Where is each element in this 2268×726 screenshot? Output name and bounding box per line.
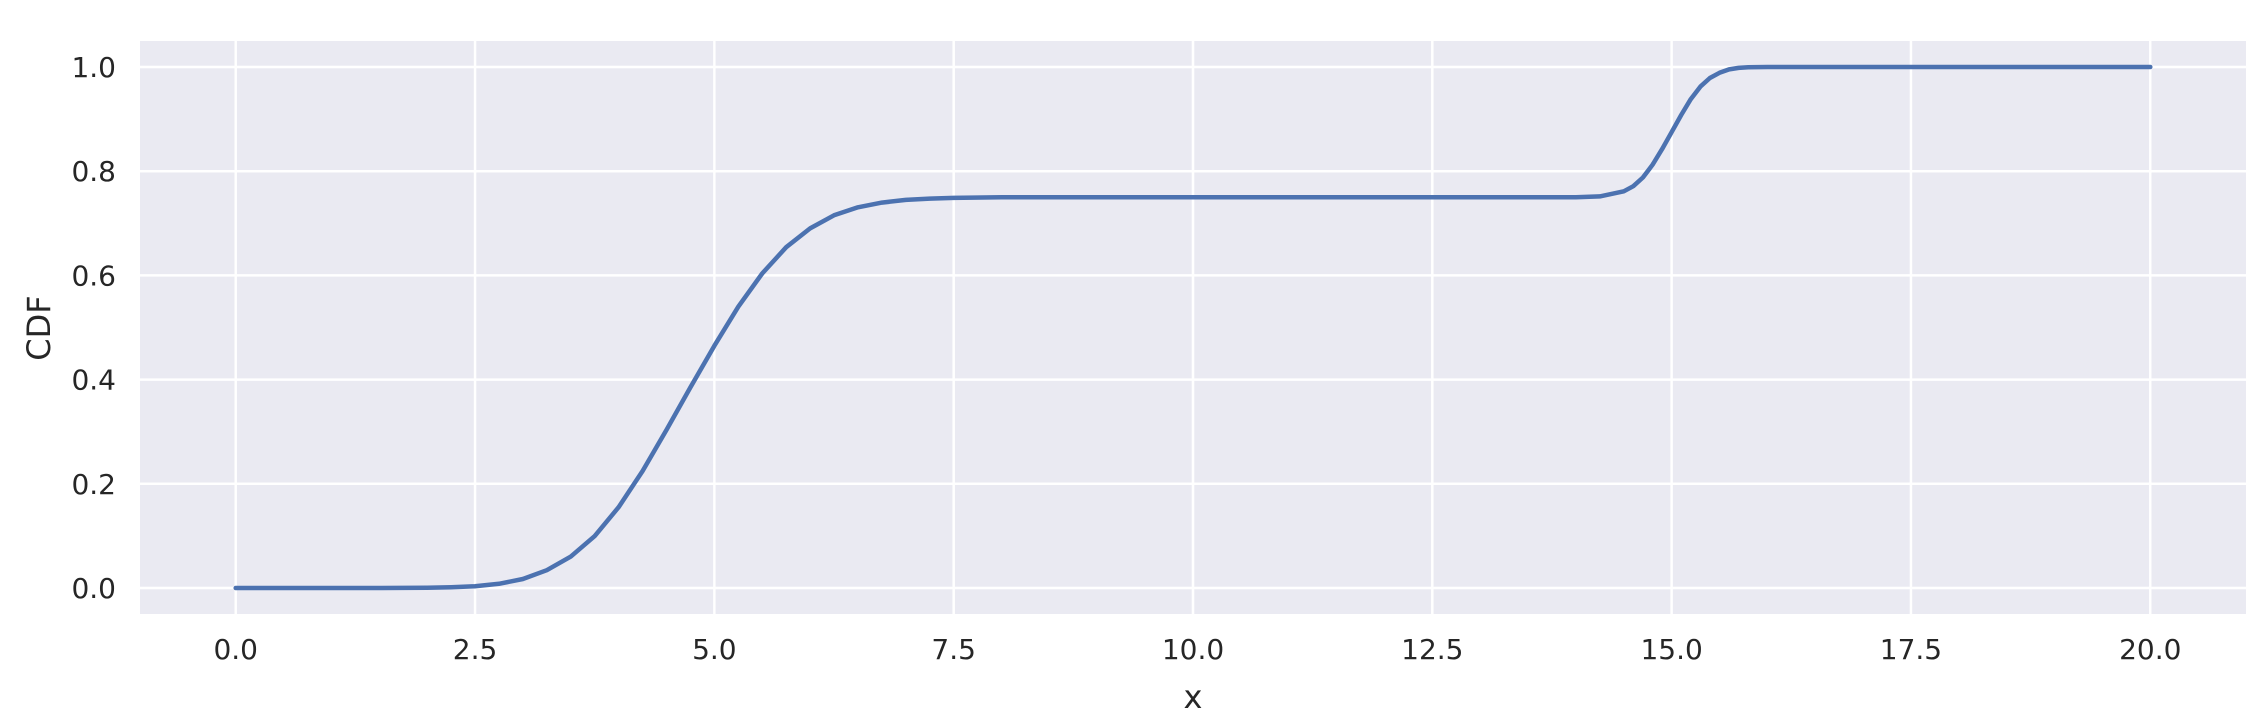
x-tick-labels: 0.0 2.5 5.0 7.5 10.0 12.5 15.0 17.5 20.0 xyxy=(213,633,2181,666)
x-tick-label: 17.5 xyxy=(1880,633,1942,666)
cdf-series-line xyxy=(233,64,2153,591)
x-tick-label: 5.0 xyxy=(692,633,737,666)
y-tick-label: 1.0 xyxy=(71,51,116,84)
y-tick-labels: 0.0 0.2 0.4 0.6 0.8 1.0 xyxy=(71,51,116,605)
x-tick-label: 15.0 xyxy=(1640,633,1702,666)
x-tick-label: 0.0 xyxy=(213,633,258,666)
grid-lines xyxy=(140,41,2246,614)
y-tick-label: 0.0 xyxy=(71,572,116,605)
y-tick-label: 0.8 xyxy=(71,155,116,188)
x-axis-label: x xyxy=(1184,678,1203,716)
series-layer xyxy=(233,64,2153,591)
x-tick-label: 2.5 xyxy=(453,633,498,666)
y-tick-label: 0.6 xyxy=(71,259,116,292)
x-tick-label: 10.0 xyxy=(1162,633,1224,666)
y-axis-label: CDF xyxy=(20,295,58,360)
y-tick-label: 0.4 xyxy=(71,364,116,397)
x-tick-label: 12.5 xyxy=(1401,633,1463,666)
x-tick-label: 20.0 xyxy=(2119,633,2181,666)
x-tick-label: 7.5 xyxy=(931,633,976,666)
y-tick-label: 0.2 xyxy=(71,468,116,501)
